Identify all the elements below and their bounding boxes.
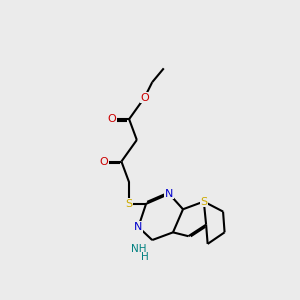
- Text: S: S: [200, 196, 207, 206]
- Text: O: O: [108, 114, 116, 124]
- Text: H: H: [141, 252, 149, 262]
- Text: S: S: [125, 199, 133, 209]
- Text: O: O: [99, 157, 108, 166]
- Text: N: N: [134, 222, 142, 232]
- Text: N: N: [165, 189, 173, 199]
- Text: O: O: [140, 93, 149, 103]
- Text: NH: NH: [130, 244, 146, 254]
